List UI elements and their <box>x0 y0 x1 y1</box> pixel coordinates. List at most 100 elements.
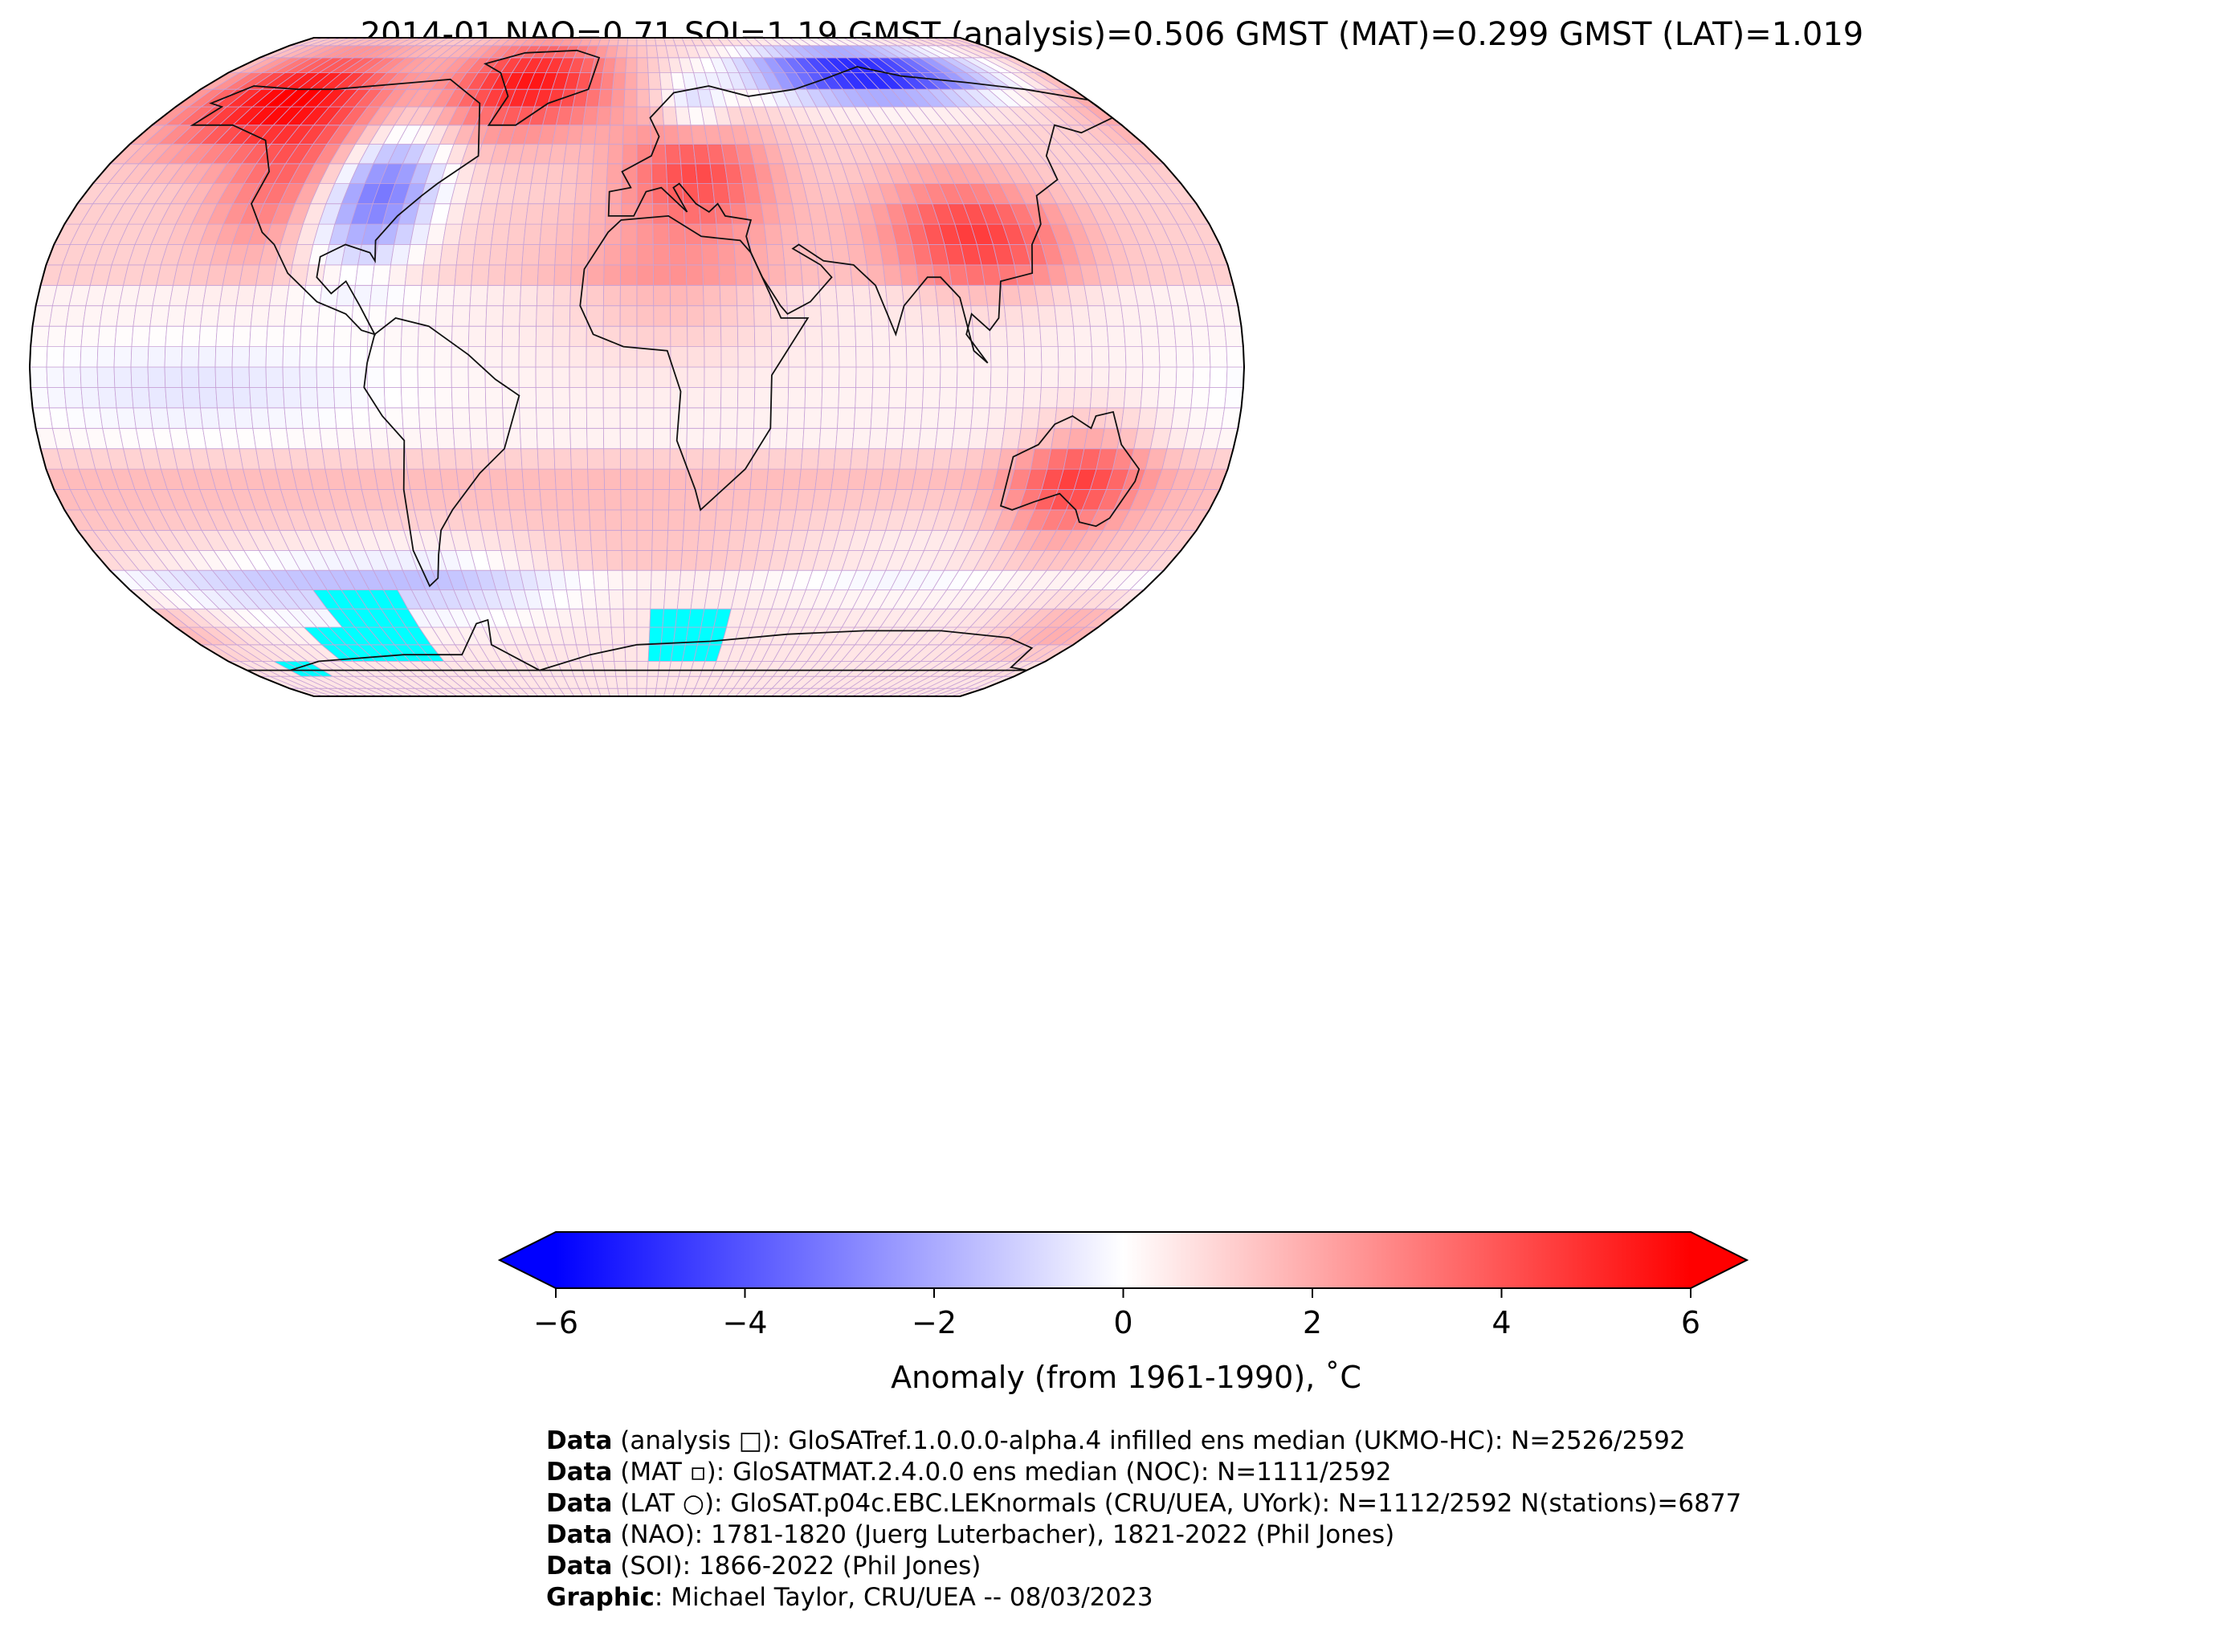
grid-cell <box>524 203 545 225</box>
grid-cell <box>1157 325 1177 348</box>
grid-cell <box>850 448 870 470</box>
grid-cell <box>735 264 753 286</box>
grid-cell <box>748 223 767 245</box>
grid-cell <box>570 244 589 266</box>
grid-cell <box>866 448 886 470</box>
grid-cell <box>872 366 891 388</box>
grid-cell <box>502 305 520 327</box>
grid-cell <box>1158 346 1177 368</box>
grid-cell <box>418 305 437 327</box>
grid-cell <box>509 509 528 531</box>
grid-cell <box>685 448 704 470</box>
grid-cell <box>870 407 890 429</box>
grid-cell <box>214 366 234 388</box>
grid-cell <box>636 468 654 490</box>
grid-cell <box>384 407 404 429</box>
grid-cell <box>602 386 621 409</box>
grid-cell <box>576 163 594 185</box>
grid-cell <box>622 144 638 165</box>
grid-cell <box>537 264 556 286</box>
grid-cell <box>1192 346 1211 368</box>
coastline-greenland <box>483 49 601 126</box>
grid-cell <box>956 366 975 388</box>
grid-cell <box>520 427 538 450</box>
coastline-north-america <box>190 78 481 336</box>
grid-cell <box>1141 346 1161 368</box>
grid-cell <box>1154 407 1175 429</box>
grid-cell <box>800 264 820 286</box>
grid-cell <box>800 448 820 470</box>
grid-cell <box>1123 386 1143 409</box>
grid-cell <box>603 448 622 470</box>
grid-cell <box>704 386 722 409</box>
grid-cell <box>553 427 571 450</box>
grid-cell <box>753 407 772 429</box>
grid-cell <box>63 366 82 388</box>
grid-cell <box>147 366 166 388</box>
grid-cell <box>866 264 886 286</box>
grid-cell <box>820 407 839 429</box>
coastline-antarctica <box>247 618 1034 671</box>
grid-cell <box>670 305 688 327</box>
grid-cell <box>717 244 737 266</box>
grid-cell <box>714 509 733 531</box>
grid-cell <box>605 183 622 205</box>
grid-cell <box>524 509 545 531</box>
grid-cell <box>148 386 168 409</box>
grid-cell <box>434 346 452 368</box>
grid-cell <box>509 203 528 225</box>
grid-cell <box>586 325 604 348</box>
grid-cell <box>779 489 800 511</box>
grid-cell <box>636 569 652 590</box>
grid-cell <box>788 346 806 368</box>
grid-cell <box>636 223 654 245</box>
grid-cell <box>265 346 284 368</box>
grid-cell <box>953 407 973 429</box>
grid-cell <box>1089 325 1109 348</box>
grid-cell <box>520 284 538 307</box>
grid-cell <box>589 509 606 531</box>
grid-cell <box>520 264 539 286</box>
grid-cell <box>1175 366 1194 388</box>
grid-cell <box>636 305 655 327</box>
grid-cell <box>300 325 319 348</box>
grid-cell <box>696 183 716 205</box>
grid-cell <box>338 448 359 470</box>
grid-cell <box>198 386 218 409</box>
grid-cell <box>504 448 523 470</box>
grid-cell <box>955 325 974 348</box>
grid-cell <box>719 427 738 450</box>
grid-cell <box>569 366 587 388</box>
grid-cell <box>619 366 638 388</box>
grid-cell <box>605 45 618 59</box>
grid-cell <box>501 325 520 348</box>
grid-cell <box>149 305 170 327</box>
grid-cell <box>469 284 488 307</box>
grid-cell <box>47 386 67 409</box>
grid-cell <box>651 163 668 185</box>
grid-cell <box>663 589 680 610</box>
grid-cell <box>333 325 353 348</box>
grid-cell <box>636 509 654 531</box>
grid-cell <box>619 386 638 409</box>
grid-cell <box>46 366 65 388</box>
grid-cell <box>198 366 217 388</box>
grid-cell <box>763 223 783 245</box>
grid-cell <box>164 346 183 368</box>
grid-cell <box>850 264 870 286</box>
grid-cell <box>1039 386 1059 409</box>
grid-cell <box>368 305 387 327</box>
grid-cell <box>662 106 678 126</box>
grid-cell <box>736 427 754 450</box>
grid-cell <box>820 305 839 327</box>
grid-cell <box>454 448 474 470</box>
grid-cell <box>182 386 201 409</box>
grid-cell <box>507 223 526 245</box>
grid-cell <box>636 687 647 697</box>
grid-cell <box>451 346 469 368</box>
grid-cell <box>528 529 547 551</box>
grid-cell <box>932 264 953 286</box>
grid-cell <box>1108 346 1127 368</box>
grid-cell <box>116 305 137 327</box>
grid-cell <box>469 427 488 450</box>
